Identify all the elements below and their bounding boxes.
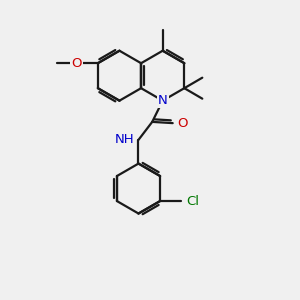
Text: N: N xyxy=(158,94,168,107)
Text: Cl: Cl xyxy=(186,194,199,208)
Text: O: O xyxy=(177,117,188,130)
Text: NH: NH xyxy=(115,134,134,146)
Text: O: O xyxy=(71,57,82,70)
